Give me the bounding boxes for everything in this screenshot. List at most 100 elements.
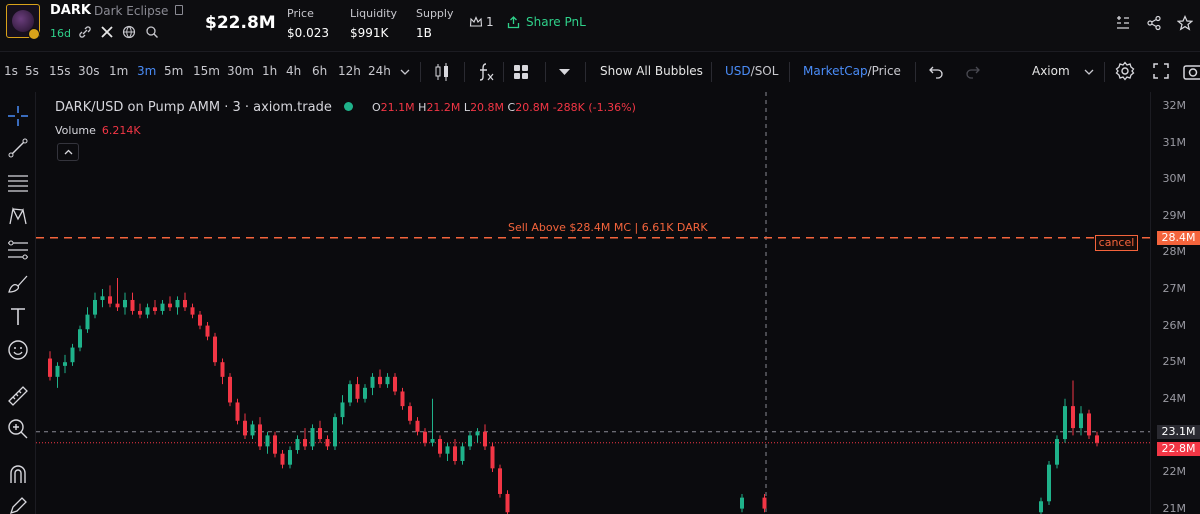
layout-grid-icon[interactable] bbox=[513, 64, 529, 80]
y-tick-label: 25M bbox=[1162, 355, 1187, 369]
undo-icon[interactable] bbox=[929, 65, 944, 79]
token-age: 16d bbox=[50, 27, 71, 40]
candle-body bbox=[740, 497, 744, 509]
market-status-dot bbox=[343, 102, 353, 111]
fib-levels-icon[interactable] bbox=[7, 239, 29, 261]
ohlc-legend: O21.1M H21.2M L20.8M C20.8M -288K (-1.36… bbox=[372, 101, 636, 114]
crosshair-icon[interactable] bbox=[7, 105, 29, 127]
interval-5m[interactable]: 5m bbox=[164, 64, 184, 78]
candle-body bbox=[475, 431, 480, 436]
candle-body bbox=[93, 299, 97, 315]
interval-5s[interactable]: 5s bbox=[25, 64, 39, 78]
interval-30s[interactable]: 30s bbox=[78, 64, 100, 78]
interval-15m[interactable]: 15m bbox=[193, 64, 220, 78]
candle-body bbox=[153, 307, 157, 311]
share-pnl-button[interactable]: Share PnL bbox=[507, 14, 587, 32]
stat-liquidity: Liquidity $991K bbox=[350, 7, 397, 40]
y-tick-label: 32M bbox=[1162, 99, 1187, 112]
candle-body bbox=[1039, 501, 1043, 513]
interval-15s[interactable]: 15s bbox=[49, 64, 71, 78]
fullscreen-icon[interactable] bbox=[1153, 63, 1169, 79]
ruler-icon[interactable] bbox=[7, 385, 29, 407]
interval-4h[interactable]: 4h bbox=[286, 64, 302, 78]
chart-toolbar: 1s 5s 15s 30s 1m 3m 5m 15m 30m 1h 4h 6h … bbox=[0, 57, 1200, 87]
candle-body bbox=[340, 402, 345, 418]
brush-icon[interactable] bbox=[7, 273, 29, 295]
collapse-legend-button[interactable] bbox=[57, 143, 79, 161]
link-icon[interactable] bbox=[78, 25, 92, 39]
share-network-icon[interactable] bbox=[1146, 15, 1162, 31]
candle-body bbox=[325, 439, 330, 447]
currency-toggle[interactable]: USD/SOL bbox=[725, 64, 778, 78]
interval-1s[interactable]: 1s bbox=[4, 64, 18, 78]
pattern-icon[interactable] bbox=[7, 205, 29, 227]
candle-body bbox=[115, 303, 120, 308]
volume-label: Volume bbox=[55, 124, 96, 137]
candle-body bbox=[78, 329, 82, 348]
candle-body bbox=[498, 468, 502, 494]
interval-1h[interactable]: 1h bbox=[262, 64, 278, 78]
last-price-badge: 22.8M bbox=[1157, 441, 1200, 456]
candle-body bbox=[460, 446, 465, 462]
camera-icon[interactable] bbox=[1183, 62, 1200, 80]
divider bbox=[464, 62, 465, 82]
settings-gear-icon[interactable] bbox=[1115, 61, 1135, 81]
candle-body bbox=[355, 384, 360, 399]
horizontal-lines-icon[interactable] bbox=[7, 171, 29, 193]
holders-count: 1 bbox=[486, 15, 494, 29]
candle-body bbox=[175, 299, 180, 308]
zoom-in-icon[interactable] bbox=[7, 418, 29, 440]
drawing-toolbar bbox=[0, 92, 36, 514]
candle-body bbox=[468, 435, 472, 447]
provider-select[interactable]: Axiom bbox=[1032, 64, 1070, 78]
cancel-order-button[interactable]: cancel bbox=[1095, 235, 1138, 251]
candle-body bbox=[1087, 413, 1091, 436]
trendline-icon[interactable] bbox=[7, 137, 29, 159]
candle-body bbox=[490, 446, 495, 469]
stat-label: Supply bbox=[416, 7, 454, 20]
chevron-down-icon[interactable] bbox=[1084, 68, 1094, 76]
magnet-icon[interactable] bbox=[7, 463, 29, 485]
metric-toggle[interactable]: MarketCap/Price bbox=[803, 64, 901, 78]
star-icon[interactable] bbox=[1177, 15, 1193, 31]
chevron-down-icon[interactable] bbox=[400, 68, 410, 76]
divider bbox=[789, 62, 790, 82]
x-twitter-icon[interactable] bbox=[100, 25, 114, 39]
candle-body bbox=[1063, 406, 1067, 440]
metric-marketcap: MarketCap bbox=[803, 64, 868, 78]
token-name: Dark Eclipse bbox=[94, 4, 169, 18]
candle-body bbox=[190, 307, 195, 315]
pump-badge-icon bbox=[28, 28, 40, 40]
candle-body bbox=[288, 450, 292, 465]
copy-icon[interactable] bbox=[175, 5, 183, 15]
token-avatar[interactable] bbox=[6, 4, 40, 40]
metric-separator: / bbox=[867, 64, 872, 78]
interval-24h[interactable]: 24h bbox=[368, 64, 391, 78]
candlestick-chart[interactable] bbox=[36, 92, 1200, 514]
candle-body bbox=[48, 358, 52, 377]
globe-icon[interactable] bbox=[122, 25, 136, 39]
text-tool-icon[interactable] bbox=[7, 305, 29, 327]
share-icon bbox=[507, 16, 520, 29]
candle-body bbox=[250, 424, 255, 436]
indicators-icon[interactable] bbox=[477, 62, 495, 82]
list-icon[interactable] bbox=[1115, 15, 1131, 31]
interval-12h[interactable]: 12h bbox=[338, 64, 361, 78]
metric-price: Price bbox=[871, 64, 901, 78]
interval-3m[interactable]: 3m bbox=[137, 64, 157, 78]
volume-legend: Volume 6.214K bbox=[55, 124, 141, 137]
interval-1m[interactable]: 1m bbox=[109, 64, 129, 78]
show-all-bubbles-button[interactable]: Show All Bubbles bbox=[600, 64, 703, 78]
crown-icon bbox=[469, 16, 483, 27]
emoji-icon[interactable] bbox=[7, 339, 29, 361]
candle-body bbox=[423, 431, 427, 443]
interval-30m[interactable]: 30m bbox=[227, 64, 254, 78]
limit-order-label[interactable]: Sell Above $28.4M MC | 6.61K DARK bbox=[508, 221, 708, 234]
search-icon[interactable] bbox=[145, 25, 159, 39]
divider bbox=[585, 62, 586, 82]
interval-6h[interactable]: 6h bbox=[312, 64, 328, 78]
pencil-lock-icon[interactable] bbox=[7, 495, 29, 514]
candles-type-icon[interactable] bbox=[433, 62, 451, 82]
caret-down-icon[interactable] bbox=[558, 68, 571, 76]
redo-icon[interactable] bbox=[965, 65, 980, 79]
